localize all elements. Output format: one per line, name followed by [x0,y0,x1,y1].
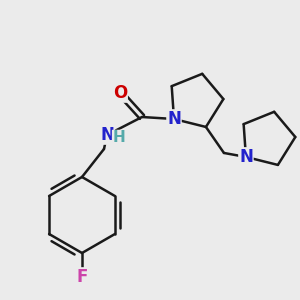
Text: H: H [112,130,125,146]
Text: N: N [239,148,253,166]
Text: F: F [76,268,88,286]
Text: O: O [113,84,127,102]
Text: N: N [167,110,181,128]
Text: N: N [100,126,114,144]
